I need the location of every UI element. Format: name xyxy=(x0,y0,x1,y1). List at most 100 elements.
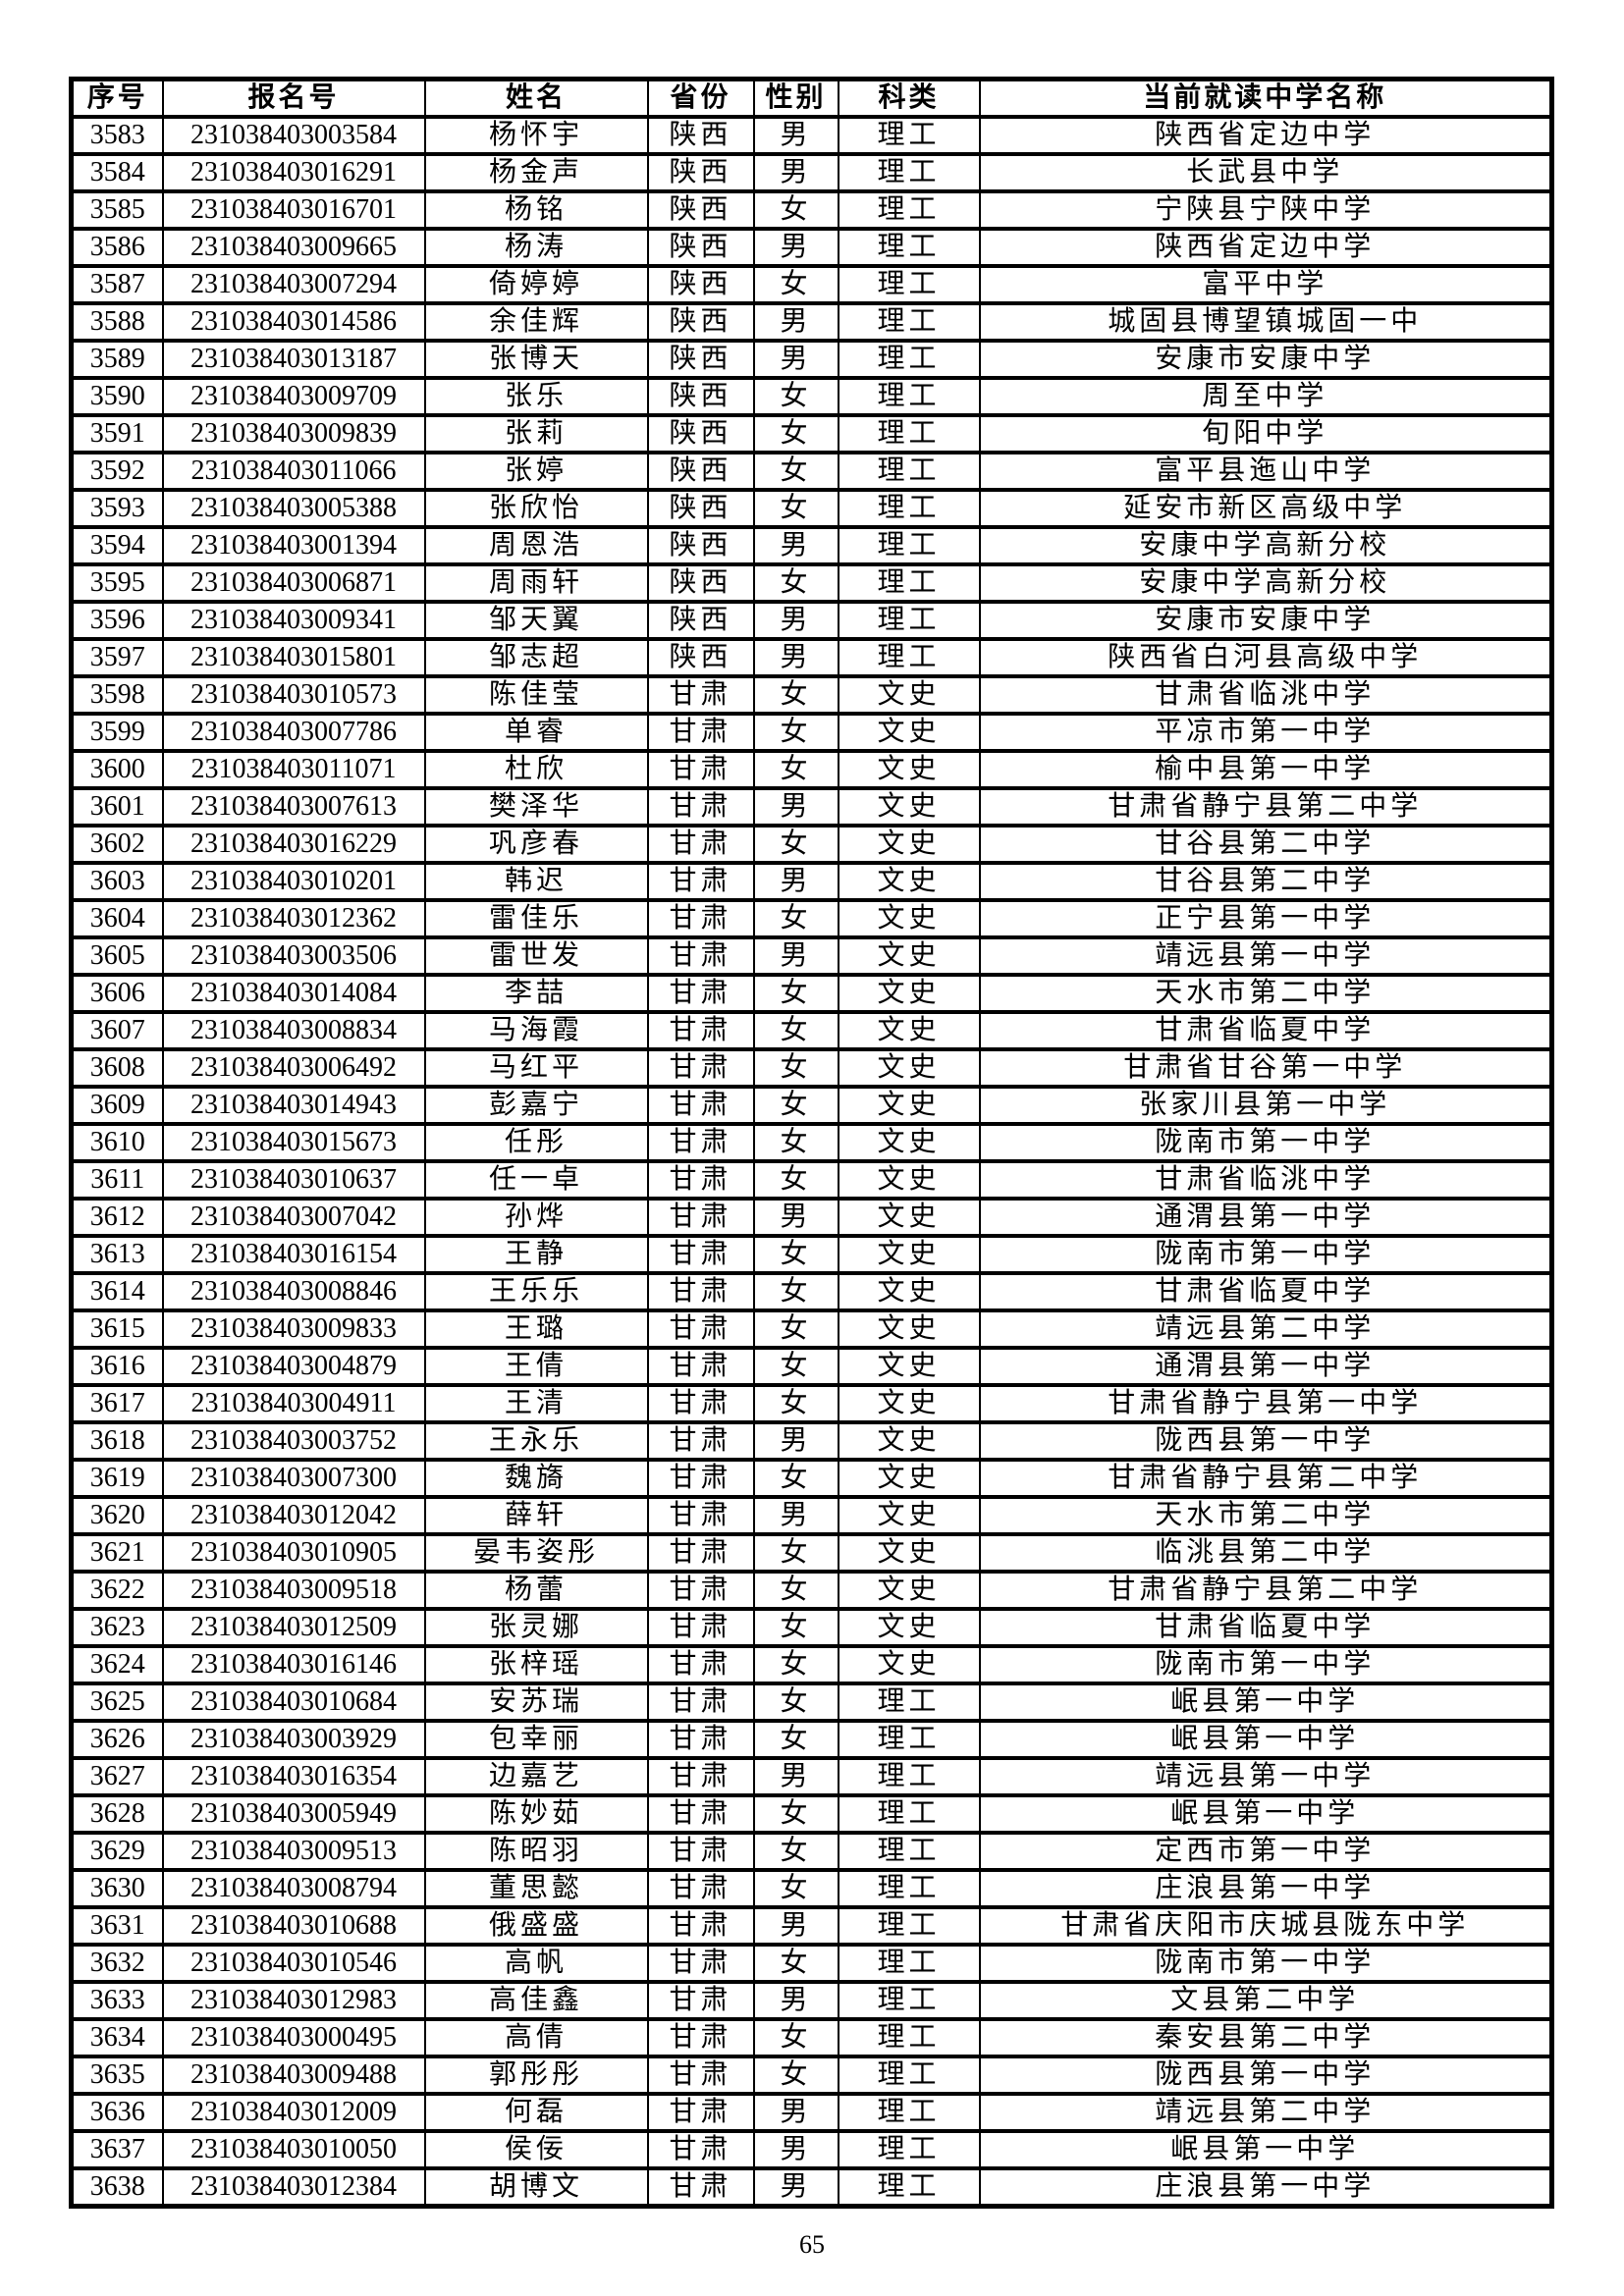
cell-name: 周恩浩 xyxy=(423,525,649,566)
cell-school: 宁陕县宁陕中学 xyxy=(978,189,1553,231)
cell-gender: 女 xyxy=(752,1682,839,1723)
cell-gender: 男 xyxy=(752,525,839,566)
cell-gender: 女 xyxy=(752,1943,839,1984)
cell-reg: 231038403016291 xyxy=(161,152,426,193)
cell-seq: 3597 xyxy=(70,637,164,678)
cell-school: 岷县第一中学 xyxy=(978,1793,1553,1835)
cell-seq: 3591 xyxy=(70,413,164,454)
cell-reg: 231038403003584 xyxy=(161,115,426,156)
cell-province: 甘肃 xyxy=(646,1458,755,1499)
table-row: 3601 231038403007613 樊泽华 甘肃男文史 甘肃省静宁县第二中学 xyxy=(70,786,1553,828)
cell-school: 富平县迤山中学 xyxy=(978,451,1553,492)
cell-gender: 男 xyxy=(752,1756,839,1797)
cell-province: 甘肃 xyxy=(646,1868,755,1909)
cell-gender: 女 xyxy=(752,1234,839,1275)
cell-name: 俄盛盛 xyxy=(423,1905,649,1947)
cell-school: 靖远县第一中学 xyxy=(978,1756,1553,1797)
cell-seq: 3635 xyxy=(70,2055,164,2096)
cell-category: 文史 xyxy=(837,824,981,865)
cell-seq: 3606 xyxy=(70,973,164,1014)
cell-school: 庄浪县第一中学 xyxy=(978,2166,1553,2209)
cell-gender: 女 xyxy=(752,1308,839,1350)
cell-name: 薛轩 xyxy=(423,1495,649,1536)
cell-gender: 男 xyxy=(752,1197,839,1238)
cell-province: 甘肃 xyxy=(646,1831,755,1872)
cell-school: 文县第二中学 xyxy=(978,1980,1553,2021)
cell-gender: 男 xyxy=(752,786,839,828)
cell-school: 长武县中学 xyxy=(978,152,1553,193)
cell-name: 王倩 xyxy=(423,1346,649,1387)
cell-gender: 女 xyxy=(752,2017,839,2058)
cell-category: 理工 xyxy=(837,2166,981,2209)
cell-name: 余佳辉 xyxy=(423,301,649,343)
cell-name: 张博天 xyxy=(423,339,649,380)
cell-province: 甘肃 xyxy=(646,1271,755,1312)
cell-school: 甘肃省静宁县第二中学 xyxy=(978,1458,1553,1499)
cell-reg: 231038403016354 xyxy=(161,1756,426,1797)
cell-name: 杜欣 xyxy=(423,749,649,790)
cell-province: 陕西 xyxy=(646,413,755,454)
table-row: 3617 231038403004911 王清 甘肃女文史 甘肃省静宁县第一中学 xyxy=(70,1383,1553,1424)
cell-reg: 231038403008834 xyxy=(161,1010,426,1051)
cell-reg: 231038403004911 xyxy=(161,1383,426,1424)
cell-province: 甘肃 xyxy=(646,1756,755,1797)
cell-province: 甘肃 xyxy=(646,2129,755,2170)
cell-school: 陇南市第一中学 xyxy=(978,1234,1553,1275)
cell-reg: 231038403003929 xyxy=(161,1719,426,1760)
cell-name: 任彤 xyxy=(423,1122,649,1163)
cell-seq: 3632 xyxy=(70,1943,164,1984)
cell-gender: 女 xyxy=(752,1346,839,1387)
cell-gender: 男 xyxy=(752,2166,839,2209)
cell-province: 陕西 xyxy=(646,525,755,566)
column-header-name: 姓名 xyxy=(423,77,649,119)
table-row: 3605 231038403003506 雷世发 甘肃男文史 靖远县第一中学 xyxy=(70,935,1553,977)
cell-category: 理工 xyxy=(837,1868,981,1909)
cell-name: 杨涛 xyxy=(423,227,649,268)
cell-province: 甘肃 xyxy=(646,1570,755,1611)
cell-school: 安康市安康中学 xyxy=(978,339,1553,380)
cell-reg: 231038403010573 xyxy=(161,674,426,716)
cell-name: 高佳鑫 xyxy=(423,1980,649,2021)
table-row: 3635 231038403009488 郭彤彤 甘肃女理工 陇西县第一中学 xyxy=(70,2055,1553,2096)
cell-gender: 女 xyxy=(752,1047,839,1089)
cell-category: 理工 xyxy=(837,115,981,156)
cell-name: 张梓瑶 xyxy=(423,1644,649,1685)
cell-reg: 231038403014943 xyxy=(161,1085,426,1126)
cell-name: 王乐乐 xyxy=(423,1271,649,1312)
cell-name: 包幸丽 xyxy=(423,1719,649,1760)
table-row: 3630 231038403008794 董思懿 甘肃女理工 庄浪县第一中学 xyxy=(70,1868,1553,1909)
cell-school: 岷县第一中学 xyxy=(978,1719,1553,1760)
cell-seq: 3618 xyxy=(70,1420,164,1462)
cell-seq: 3598 xyxy=(70,674,164,716)
cell-reg: 231038403010637 xyxy=(161,1159,426,1201)
cell-province: 陕西 xyxy=(646,264,755,305)
table-row: 3626 231038403003929 包幸丽 甘肃女理工 岷县第一中学 xyxy=(70,1719,1553,1760)
cell-name: 张婷 xyxy=(423,451,649,492)
cell-school: 陕西省白河县高级中学 xyxy=(978,637,1553,678)
cell-reg: 231038403016229 xyxy=(161,824,426,865)
table-row: 3608 231038403006492 马红平 甘肃女文史 甘肃省甘谷第一中学 xyxy=(70,1047,1553,1089)
cell-school: 延安市新区高级中学 xyxy=(978,488,1553,529)
cell-seq: 3616 xyxy=(70,1346,164,1387)
cell-name: 巩彦春 xyxy=(423,824,649,865)
cell-seq: 3595 xyxy=(70,562,164,604)
cell-gender: 女 xyxy=(752,264,839,305)
cell-gender: 女 xyxy=(752,1085,839,1126)
cell-reg: 231038403009513 xyxy=(161,1831,426,1872)
cell-gender: 男 xyxy=(752,227,839,268)
cell-category: 理工 xyxy=(837,1756,981,1797)
cell-category: 理工 xyxy=(837,2129,981,2170)
table-row: 3611 231038403010637 任一卓 甘肃女文史 甘肃省临洮中学 xyxy=(70,1159,1553,1201)
cell-gender: 男 xyxy=(752,2092,839,2133)
table-row: 3593 231038403005388 张欣怡 陕西女理工 延安市新区高级中学 xyxy=(70,488,1553,529)
cell-province: 甘肃 xyxy=(646,1607,755,1648)
cell-seq: 3634 xyxy=(70,2017,164,2058)
cell-seq: 3625 xyxy=(70,1682,164,1723)
cell-gender: 女 xyxy=(752,1644,839,1685)
cell-category: 理工 xyxy=(837,1793,981,1835)
cell-gender: 女 xyxy=(752,1383,839,1424)
cell-province: 甘肃 xyxy=(646,749,755,790)
cell-name: 张莉 xyxy=(423,413,649,454)
cell-school: 陇西县第一中学 xyxy=(978,1420,1553,1462)
cell-province: 甘肃 xyxy=(646,1980,755,2021)
